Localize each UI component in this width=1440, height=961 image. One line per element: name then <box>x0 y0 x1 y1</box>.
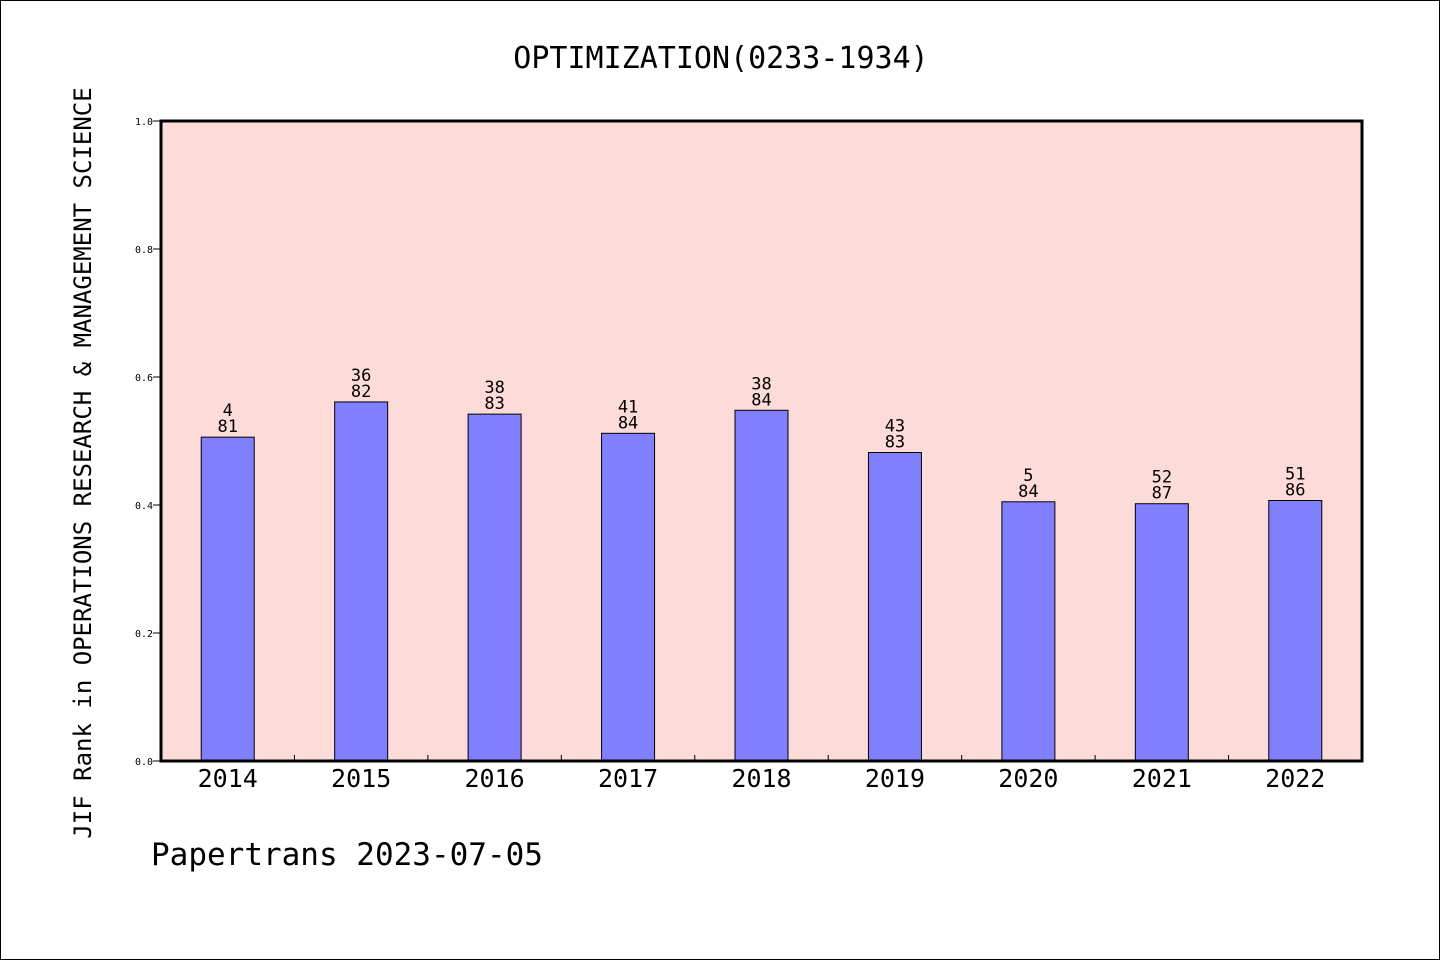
bar-label-rank: 38 <box>484 378 504 398</box>
y-axis-label: JIF Rank in OPERATIONS RESEARCH & MANAGE… <box>69 87 97 838</box>
footer-text: Papertrans 2023-07-05 <box>151 837 543 873</box>
bar-label-rank: 38 <box>751 374 771 394</box>
chart-title: OPTIMIZATION(0233-1934) <box>513 41 928 76</box>
bar-label-total: 82 <box>351 382 371 402</box>
bar-2019 <box>867 452 922 762</box>
x-tick-label: 2015 <box>331 764 391 793</box>
bar-label-total: 83 <box>484 394 504 414</box>
y-tick-label: 0.4 <box>135 501 153 512</box>
x-tick-label: 2019 <box>865 764 925 793</box>
x-tick-label: 2016 <box>465 764 525 793</box>
bar-label-total: 87 <box>1152 484 1172 504</box>
bar-label-total: 84 <box>618 413 638 433</box>
y-axis-ticks: 0.0 0.2 0.4 0.6 0.8 1.0 <box>135 117 161 768</box>
bar-label-rank: 52 <box>1152 468 1172 488</box>
bar-label-rank: 51 <box>1285 465 1305 485</box>
bar-2018 <box>734 409 789 762</box>
x-tick-label: 2018 <box>731 764 791 793</box>
bar-2020 <box>1001 501 1056 762</box>
y-tick-label: 1.0 <box>135 117 153 128</box>
bar-label-total: 84 <box>1018 482 1038 502</box>
bars-group <box>200 401 1323 762</box>
bar-label-total: 83 <box>885 433 905 453</box>
bar-label-rank: 43 <box>885 417 905 437</box>
y-tick-label: 0.8 <box>135 245 153 256</box>
bar-label-total: 84 <box>751 390 771 410</box>
x-tick-label: 2021 <box>1132 764 1192 793</box>
bar-label-rank: 41 <box>618 397 638 417</box>
bar-label-total: 86 <box>1285 481 1305 501</box>
bar-2021 <box>1134 503 1189 762</box>
y-tick-label: 0.2 <box>135 629 153 640</box>
bar-2015 <box>334 401 389 762</box>
bar-2016 <box>467 413 522 762</box>
x-tick-label: 2020 <box>998 764 1058 793</box>
x-tick-label: 2014 <box>198 764 258 793</box>
bar-label-rank: 5 <box>1023 466 1033 486</box>
y-tick-label: 0.0 <box>135 757 153 768</box>
bar-label-rank: 4 <box>223 401 233 421</box>
bar-label-total: 81 <box>217 417 237 437</box>
bar-2017 <box>601 432 656 762</box>
bar-2014 <box>200 436 255 762</box>
x-tick-label: 2022 <box>1265 764 1325 793</box>
x-axis-ticks: 2014 2015 2016 2017 2018 2019 2020 2021 2022 <box>198 755 1325 793</box>
y-tick-label: 0.6 <box>135 373 153 384</box>
bar-label-rank: 36 <box>351 366 371 386</box>
plot-border <box>159 119 1364 763</box>
x-tick-label: 2017 <box>598 764 658 793</box>
bar-2022 <box>1268 500 1323 762</box>
